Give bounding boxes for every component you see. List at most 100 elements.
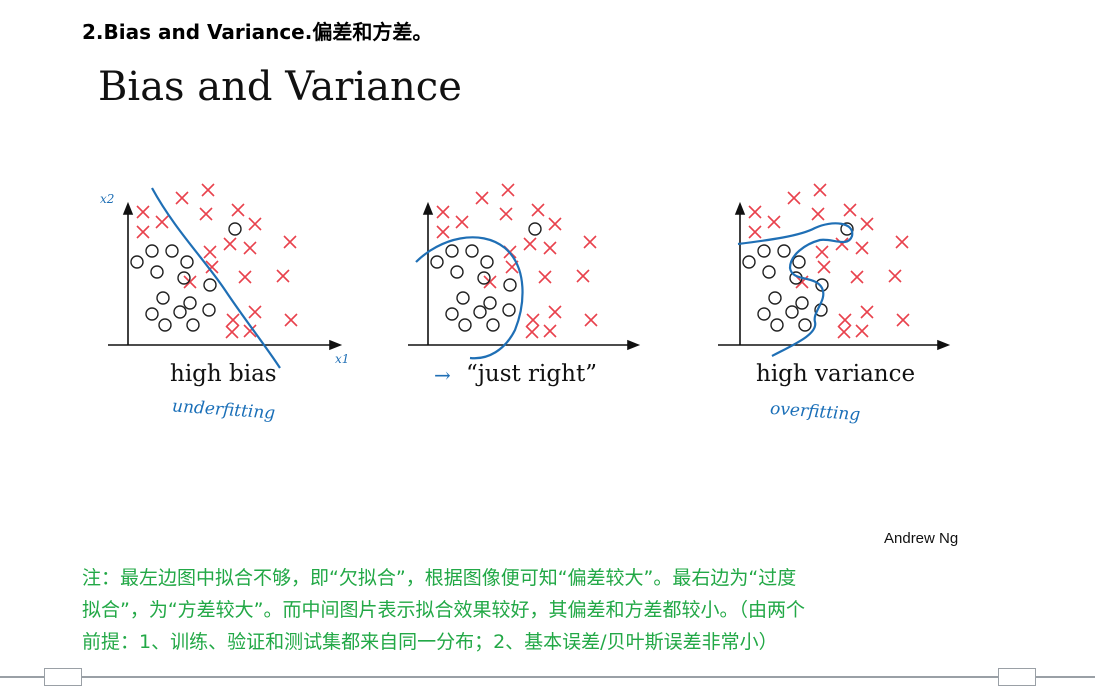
y-axis-arrow (122, 201, 134, 215)
document-heading: 2.Bias and Variance.偏差和方差。 (82, 20, 433, 44)
cross-marker (548, 217, 562, 231)
circle-marker (785, 305, 799, 319)
cross-marker (855, 324, 869, 338)
cross-marker (276, 269, 290, 283)
cross-marker (748, 225, 762, 239)
cross-marker (199, 207, 213, 221)
cross-marker (896, 313, 910, 327)
circle-marker (430, 255, 444, 269)
plot-just-right: → “just right” (408, 183, 641, 387)
circle-marker (156, 291, 170, 305)
cross-marker (835, 237, 849, 251)
circle-marker (158, 318, 172, 332)
cross-marker (748, 205, 762, 219)
page-corner-right (998, 668, 1036, 686)
cross-marker (243, 324, 257, 338)
cross-marker (175, 191, 189, 205)
page-boundary (0, 668, 1095, 696)
cross-marker (837, 325, 851, 339)
panel-label-high-bias: high bias (170, 361, 277, 387)
cross-marker (583, 235, 597, 249)
cross-marker (223, 237, 237, 251)
cross-marker (850, 270, 864, 284)
data-points (130, 183, 298, 339)
circle-marker (202, 303, 216, 317)
y-axis-arrow (734, 201, 746, 215)
circle-marker (770, 318, 784, 332)
x-axis-label: x1 (335, 352, 350, 366)
circle-marker (183, 296, 197, 310)
cross-marker (155, 215, 169, 229)
note-line-2: 拟合”，为“方差较大”。而中间图片表示拟合效果较好，其偏差和方差都较小。（由两个 (82, 599, 806, 621)
circle-marker (145, 307, 159, 321)
circle-marker (150, 265, 164, 279)
circle-marker (165, 244, 179, 258)
cross-marker (225, 325, 239, 339)
circle-marker (173, 305, 187, 319)
cross-marker (815, 245, 829, 259)
cross-marker (231, 203, 245, 217)
circle-marker (486, 318, 500, 332)
cross-marker (205, 260, 219, 274)
cross-marker (525, 325, 539, 339)
cross-marker (284, 313, 298, 327)
cross-marker (475, 191, 489, 205)
note-line-3: 前提：1、训练、验证和测试集都来自同一分布；2、基本误差/贝叶斯误差非常小） (82, 631, 778, 653)
circle-marker (503, 278, 517, 292)
circle-marker (203, 278, 217, 292)
cross-marker (226, 313, 240, 327)
cross-marker (501, 183, 515, 197)
cross-marker (183, 275, 197, 289)
cross-marker (483, 275, 497, 289)
circle-marker (458, 318, 472, 332)
circle-marker (777, 244, 791, 258)
data-points (430, 183, 598, 339)
circle-marker (483, 296, 497, 310)
circle-marker (130, 255, 144, 269)
plot-high-bias: x2 x1 high bias underfitting (100, 183, 350, 424)
circle-marker (445, 244, 459, 258)
cross-marker (843, 203, 857, 217)
y-axis-label: x2 (100, 192, 115, 206)
cross-marker (888, 269, 902, 283)
cross-marker (531, 203, 545, 217)
cross-marker (817, 260, 831, 274)
page-corner-left (44, 668, 82, 686)
explanatory-note: 注：最左边图中拟合不够，即“欠拟合”，根据图像便可知“偏差较大”。最右边为“过度… (82, 562, 1007, 658)
circle-marker (228, 222, 242, 236)
cross-marker (523, 237, 537, 251)
circle-marker (145, 244, 159, 258)
note-line-1: 注：最左边图中拟合不够，即“欠拟合”，根据图像便可知“偏差较大”。最右边为“过度 (82, 567, 797, 589)
panel-label-high-variance: high variance (756, 361, 916, 387)
circle-marker (742, 255, 756, 269)
cross-marker (895, 235, 909, 249)
cross-marker (811, 207, 825, 221)
x-axis-arrow (627, 339, 641, 351)
circle-marker (528, 222, 542, 236)
cross-marker (136, 205, 150, 219)
data-points (742, 183, 910, 339)
page-boundary-line (0, 676, 1095, 678)
circle-marker (177, 271, 191, 285)
linear-decision-boundary (151, 187, 281, 369)
circle-marker (792, 255, 806, 269)
y-axis-arrow (422, 201, 434, 215)
circle-marker (798, 318, 812, 332)
slide-title: Bias and Variance (98, 64, 462, 110)
cross-marker (855, 241, 869, 255)
overfit-decision-boundary (737, 222, 854, 357)
cross-marker (248, 305, 262, 319)
circle-marker (502, 303, 516, 317)
circle-marker (450, 265, 464, 279)
just-right-arrow: → (434, 363, 451, 387)
cross-marker (201, 183, 215, 197)
cross-marker (584, 313, 598, 327)
cross-marker (203, 245, 217, 259)
cross-marker (243, 241, 257, 255)
author-credit: Andrew Ng (884, 530, 959, 547)
cross-marker (838, 313, 852, 327)
plot-high-bias-svg (108, 183, 343, 369)
cross-marker (436, 205, 450, 219)
cross-marker (455, 215, 469, 229)
cross-marker (499, 207, 513, 221)
